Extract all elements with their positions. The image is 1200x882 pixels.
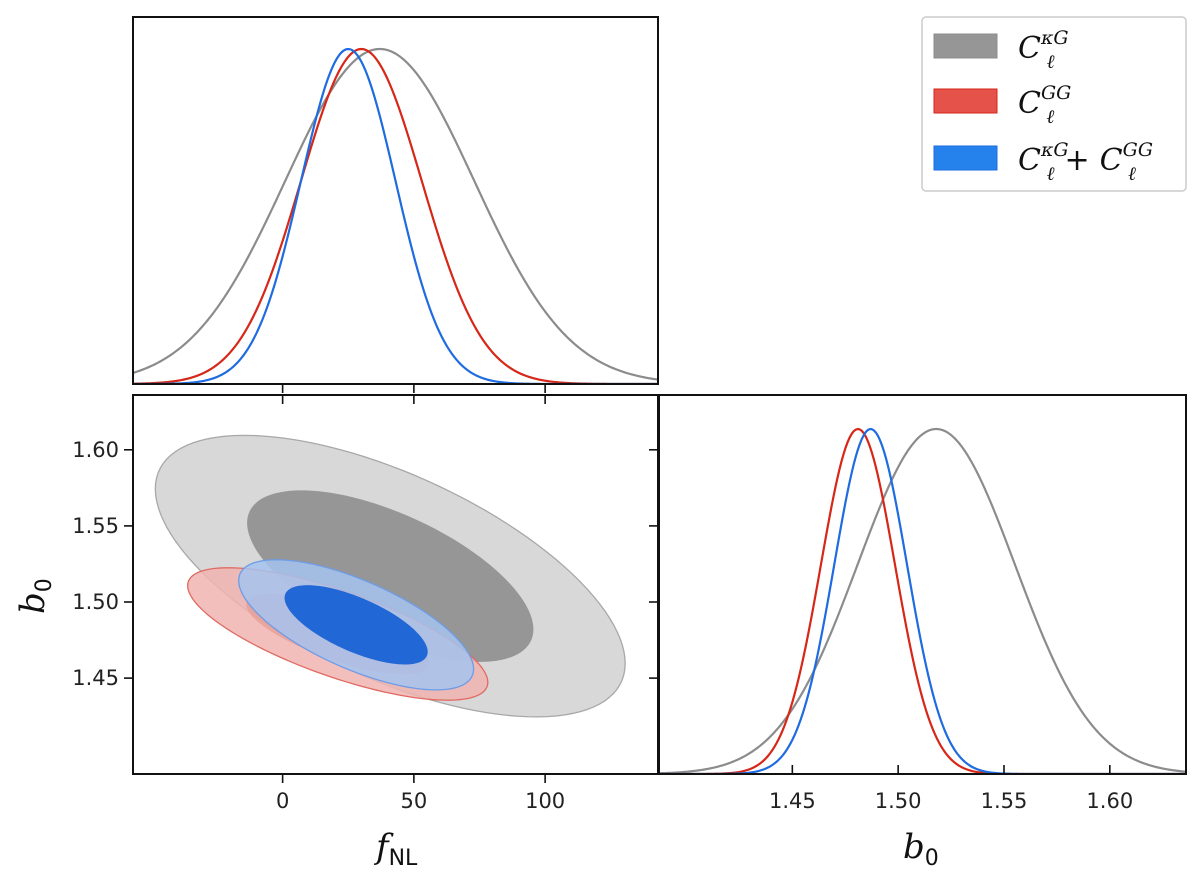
- x-tick-label: 100: [525, 789, 565, 813]
- marginal-curve-GG: [659, 427, 1186, 774]
- svg-text:b0: b0: [13, 578, 57, 614]
- x-tick-label: 1.60: [1086, 789, 1133, 813]
- marginal-curve-kG+GG: [659, 427, 1186, 774]
- contour-68-kG+GG: [284, 585, 428, 665]
- legend-swatch-kg: [933, 33, 998, 59]
- marginal-curve-GG: [133, 47, 658, 384]
- panel-frame: [658, 394, 1187, 775]
- contour-68-kG: [247, 490, 534, 662]
- panel-b0-marginal: 1.45 1.50 1.55 1.60 b0: [658, 394, 1187, 871]
- x-tick-label: 1.55: [981, 789, 1028, 813]
- marginal-curve-kG: [659, 427, 1186, 774]
- y-axis-label: b0: [13, 578, 57, 614]
- legend-entry-combined: CκG ℓ + CGG ℓ: [933, 139, 1153, 185]
- legend-entry-gg: CGG ℓ: [933, 82, 1071, 128]
- legend-entry-kg: CκG ℓ: [933, 27, 1069, 73]
- y-tick-label: 1.50: [72, 590, 119, 614]
- x-tick-label: 1.50: [875, 789, 922, 813]
- x-axis-label: b0: [903, 827, 939, 871]
- svg-text:b0: b0: [903, 827, 939, 871]
- svg-text:fNL: fNL: [373, 827, 418, 871]
- panel-fnl-b0-contours: 0 50 100 1.45 1.50 1.55 1.60 fNL b0: [13, 394, 659, 871]
- y-tick-label: 1.60: [72, 438, 119, 462]
- legend-swatch-gg: [933, 88, 998, 114]
- x-tick-label: 0: [276, 789, 289, 813]
- y-tick-label: 1.55: [72, 514, 119, 538]
- x-axis-label: fNL: [373, 827, 418, 871]
- y-tick-label: 1.45: [72, 666, 119, 690]
- x-tick-label: 50: [401, 789, 428, 813]
- panel-frame: [132, 16, 659, 385]
- panel-fnl-marginal: [132, 16, 659, 393]
- x-tick-label: 1.45: [769, 789, 816, 813]
- marginal-curve-kG: [133, 47, 658, 381]
- legend-swatch-combined: [933, 145, 998, 171]
- legend: CκG ℓ CGG ℓ CκG ℓ + CGG ℓ: [921, 16, 1187, 192]
